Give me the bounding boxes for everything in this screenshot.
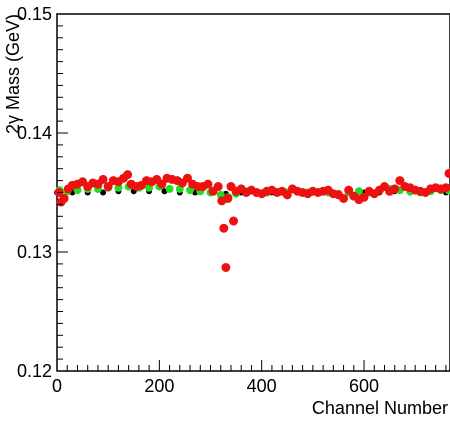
data-point: [103, 182, 113, 192]
data-point: [390, 184, 400, 194]
data-point: [98, 174, 108, 184]
y-tick-label: 0.13: [17, 242, 52, 262]
x-tick-label: 400: [247, 376, 277, 396]
data-point: [165, 184, 174, 193]
y-axis-title: 2γ Mass (GeV): [3, 14, 23, 134]
x-tick-label: 0: [52, 376, 62, 396]
data-point: [282, 190, 292, 200]
data-point: [203, 179, 213, 189]
data-point: [59, 193, 69, 203]
data-point: [441, 183, 450, 193]
data-point: [229, 216, 239, 226]
y-tick-label: 0.14: [17, 123, 52, 143]
data-point: [219, 223, 229, 233]
data-point: [359, 192, 369, 202]
data-point: [221, 262, 231, 272]
x-tick-label: 600: [349, 376, 379, 396]
x-axis-ticks: 0 200 400 600: [52, 360, 447, 396]
data-point: [344, 185, 354, 195]
data-point: [100, 189, 107, 196]
x-axis-title: Channel Number: [312, 398, 448, 418]
data-point: [123, 170, 133, 180]
data-point: [444, 168, 450, 178]
data-marks: [54, 168, 450, 272]
y-tick-label: 0.15: [17, 4, 52, 24]
x-tick-label: 200: [144, 376, 174, 396]
y-tick-label: 0.12: [17, 361, 52, 381]
y-axis-ticks: 0.12 0.13 0.14 0.15: [17, 4, 68, 381]
data-point: [157, 179, 167, 189]
data-point: [395, 176, 405, 186]
data-point: [213, 182, 223, 192]
data-point: [339, 193, 349, 203]
data-point: [182, 173, 192, 183]
data-point: [223, 193, 233, 203]
